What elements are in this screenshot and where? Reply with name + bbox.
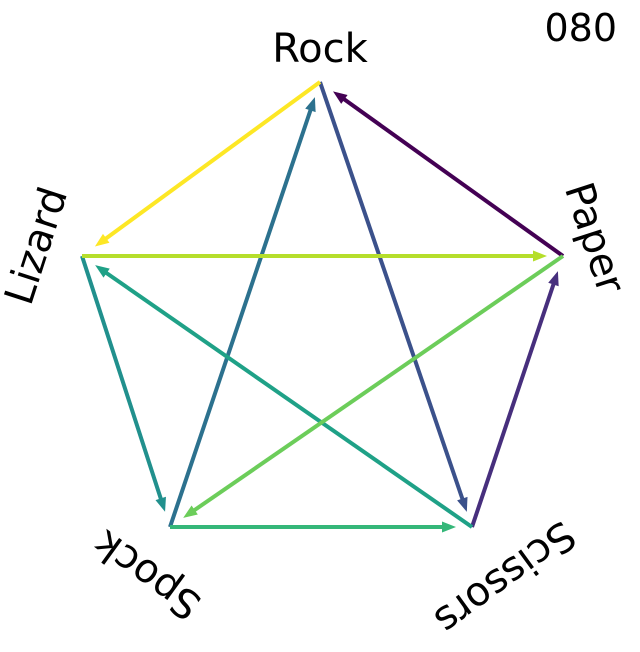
page-number: 080: [544, 6, 617, 50]
arrowhead: [333, 91, 348, 104]
arrowhead: [305, 97, 316, 113]
edge-rock-to-scissors: [318, 81, 468, 512]
node-label-rock: Rock: [272, 26, 368, 72]
edge-line: [191, 254, 565, 513]
arrowhead: [548, 271, 559, 287]
edge-scissors-to-paper: [470, 271, 559, 528]
edges-group: [80, 80, 565, 533]
edge-line: [80, 255, 164, 501]
edge-line: [168, 107, 313, 528]
edge-line: [341, 96, 565, 258]
arrowhead: [94, 233, 110, 247]
edge-lizard-to-spock: [80, 255, 166, 512]
node-label-lizard: Lizard: [0, 182, 77, 310]
edge-paper-to-spock: [183, 254, 565, 518]
edge-line: [470, 281, 556, 528]
edge-lizard-to-paper: [82, 250, 547, 262]
edge-rock-to-lizard: [94, 80, 322, 247]
edge-scissors-to-lizard: [95, 265, 474, 529]
node-label-scissors: Scissors: [426, 511, 584, 643]
arrowhead: [183, 505, 198, 518]
node-label-spock: Spock: [84, 520, 209, 628]
edge-paper-to-rock: [333, 91, 565, 258]
arrowhead: [155, 496, 166, 512]
edge-spock-to-scissors: [170, 521, 456, 533]
edge-line: [103, 80, 322, 242]
edge-spock-to-rock: [168, 97, 316, 528]
arrowhead: [442, 521, 456, 533]
arrowhead: [457, 496, 468, 512]
node-label-paper: Paper: [555, 177, 634, 299]
edge-line: [318, 81, 465, 502]
arrowhead: [95, 265, 110, 278]
arrowhead: [533, 250, 547, 262]
edge-line: [103, 270, 474, 529]
